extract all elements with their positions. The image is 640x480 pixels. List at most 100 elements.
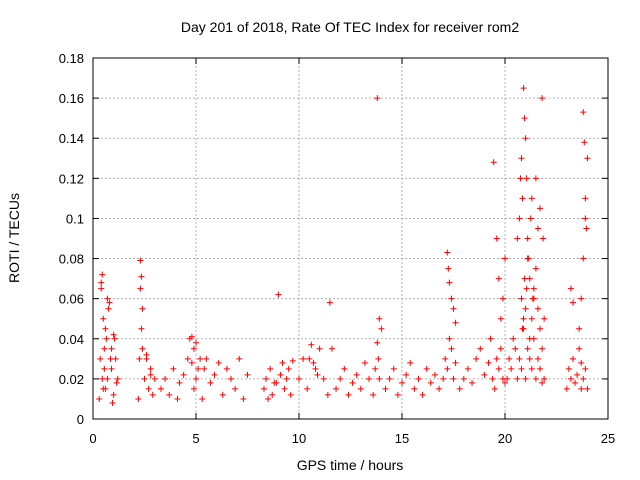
y-tick-label: 0.1 bbox=[66, 211, 84, 226]
data-point bbox=[103, 335, 110, 342]
data-point bbox=[528, 195, 535, 202]
data-point bbox=[537, 325, 544, 332]
data-point bbox=[526, 355, 533, 362]
data-point bbox=[333, 385, 340, 392]
data-point bbox=[108, 345, 115, 352]
data-point bbox=[162, 375, 169, 382]
data-point bbox=[563, 385, 570, 392]
y-tick-label: 0.06 bbox=[59, 292, 84, 307]
data-point bbox=[442, 355, 449, 362]
data-point bbox=[427, 379, 434, 386]
data-point bbox=[578, 385, 585, 392]
data-point bbox=[223, 365, 230, 372]
x-tick-label: 10 bbox=[292, 431, 306, 446]
data-point bbox=[228, 375, 235, 382]
data-point bbox=[524, 345, 531, 352]
data-point bbox=[149, 391, 156, 398]
data-point bbox=[502, 255, 508, 262]
plot-frame bbox=[92, 57, 609, 420]
data-point bbox=[211, 371, 218, 378]
data-point bbox=[541, 375, 548, 382]
data-point bbox=[139, 345, 146, 352]
data-point bbox=[193, 339, 199, 346]
data-point bbox=[296, 375, 302, 382]
data-point bbox=[101, 345, 108, 352]
data-point bbox=[366, 375, 373, 382]
data-point bbox=[584, 385, 591, 392]
data-point bbox=[114, 375, 121, 382]
data-point bbox=[523, 175, 530, 182]
data-point bbox=[170, 365, 177, 372]
x-tick-label: 5 bbox=[192, 431, 199, 446]
data-point bbox=[199, 395, 206, 402]
data-point bbox=[345, 391, 352, 398]
data-point bbox=[382, 385, 389, 392]
data-point bbox=[376, 375, 383, 382]
x-tick-label: 15 bbox=[395, 431, 409, 446]
data-point bbox=[446, 279, 453, 286]
data-point bbox=[524, 235, 531, 242]
data-point bbox=[522, 135, 529, 142]
data-point bbox=[141, 375, 148, 382]
data-point bbox=[357, 385, 364, 392]
data-point bbox=[518, 365, 525, 372]
data-point bbox=[581, 139, 588, 146]
data-points bbox=[96, 85, 591, 406]
data-point bbox=[582, 195, 589, 202]
data-point bbox=[514, 375, 521, 382]
y-axis-label: ROTI / TECUs bbox=[6, 193, 22, 283]
data-point bbox=[530, 295, 537, 302]
data-point bbox=[147, 365, 154, 372]
x-tick-label: 0 bbox=[89, 431, 96, 446]
data-point bbox=[510, 335, 517, 342]
data-point bbox=[244, 371, 251, 378]
data-point bbox=[180, 371, 187, 378]
data-point bbox=[502, 379, 508, 386]
data-point bbox=[582, 365, 589, 372]
data-point bbox=[491, 385, 498, 392]
data-point bbox=[273, 379, 280, 386]
data-point bbox=[374, 95, 381, 102]
data-point bbox=[495, 365, 502, 372]
data-point bbox=[195, 365, 202, 372]
data-point bbox=[190, 385, 197, 392]
data-point bbox=[516, 355, 523, 362]
data-point bbox=[138, 325, 145, 332]
data-point bbox=[135, 395, 142, 402]
data-point bbox=[110, 331, 117, 338]
y-tick-label: 0.16 bbox=[59, 91, 84, 106]
data-point bbox=[374, 339, 381, 346]
data-point bbox=[522, 375, 529, 382]
data-point bbox=[137, 285, 144, 292]
data-point bbox=[110, 391, 117, 398]
data-point bbox=[569, 355, 576, 362]
data-point bbox=[415, 375, 422, 382]
data-point bbox=[314, 371, 321, 378]
data-point bbox=[337, 375, 344, 382]
data-point bbox=[403, 371, 410, 378]
data-point bbox=[532, 375, 539, 382]
data-point bbox=[157, 385, 164, 392]
y-tick-label: 0 bbox=[77, 412, 84, 427]
data-point bbox=[469, 379, 476, 386]
data-point bbox=[106, 299, 113, 306]
data-point bbox=[390, 365, 397, 372]
data-point bbox=[539, 95, 546, 102]
data-point bbox=[137, 257, 144, 264]
data-point bbox=[445, 265, 452, 272]
data-point bbox=[530, 285, 537, 292]
data-point bbox=[304, 385, 311, 392]
x-axis-label: GPS time / hours bbox=[297, 457, 404, 473]
data-point bbox=[444, 365, 451, 372]
y-tick-label: 0.18 bbox=[59, 51, 84, 66]
data-point bbox=[493, 355, 500, 362]
data-point bbox=[300, 355, 307, 362]
data-point bbox=[499, 295, 506, 302]
data-point bbox=[98, 285, 105, 292]
data-point bbox=[569, 299, 576, 306]
data-point bbox=[574, 371, 581, 378]
data-point bbox=[100, 385, 107, 392]
data-point bbox=[260, 385, 267, 392]
data-point bbox=[572, 379, 579, 386]
